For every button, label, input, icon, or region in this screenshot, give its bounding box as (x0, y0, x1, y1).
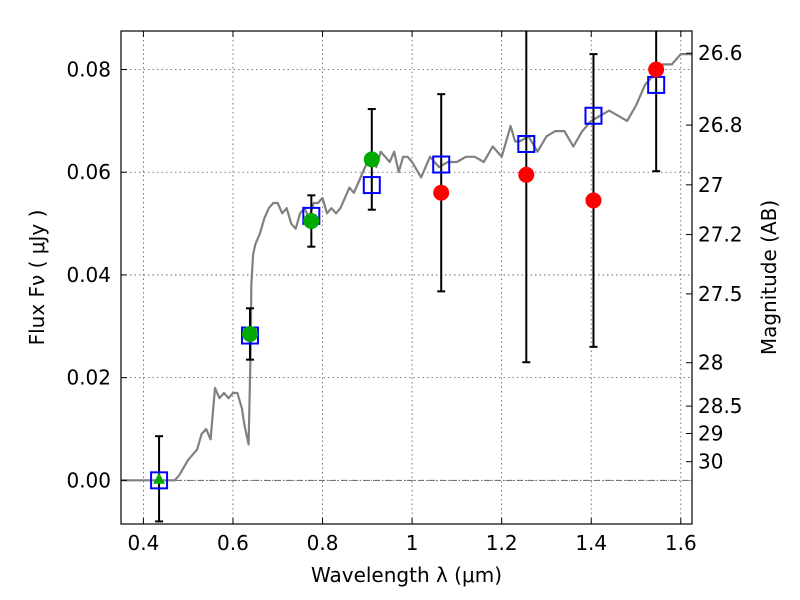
model-band-points (150, 75, 666, 490)
model-band-square-4 (432, 155, 451, 174)
nondetection-point-2 (585, 192, 602, 209)
nondetection-point-1 (518, 166, 535, 183)
x-axis-label: Wavelength λ (μm) (311, 563, 502, 587)
model-spectrum-line (121, 53, 692, 482)
x-tick-label-4: 1.2 (486, 531, 518, 555)
mag-tick-label-2: 27 (698, 173, 723, 197)
mag-tick-label-8: 30 (698, 450, 723, 474)
nondetection-point-0 (433, 184, 450, 201)
error-bars (155, 31, 661, 523)
mag-tick-label-7: 29 (698, 422, 723, 446)
photometry-points (153, 61, 665, 484)
mag-tick-label-6: 28.5 (698, 394, 743, 418)
model-band-square-0 (150, 471, 169, 490)
y2-axis-label: Magnitude (AB) (757, 200, 781, 355)
model-band-square-5 (517, 134, 536, 153)
y-tick-label-0: 0.00 (66, 468, 111, 492)
y-axis-label: Flux Fν ( μJy ) (25, 210, 49, 346)
y-tick-label-2: 0.04 (66, 263, 111, 287)
mag-tick-label-0: 26.6 (698, 41, 743, 65)
mag-tick-label-1: 26.8 (698, 113, 743, 137)
x-tick-label-1: 0.6 (217, 531, 249, 555)
x-tick-label-6: 1.6 (665, 531, 697, 555)
x-tick-label-5: 1.4 (575, 531, 607, 555)
mag-tick-label-5: 28 (698, 351, 723, 375)
detection-point-0 (241, 325, 258, 342)
axis-ticks (121, 31, 692, 524)
y-tick-label-4: 0.08 (66, 58, 111, 82)
mag-tick-label-4: 27.5 (698, 282, 743, 306)
detection-triangle-0 (153, 472, 166, 484)
mag-tick-label-3: 27.2 (698, 223, 743, 247)
y-tick-label-3: 0.06 (66, 160, 111, 184)
y-tick-label-1: 0.02 (66, 366, 111, 390)
grid-lines (121, 31, 692, 524)
plot-frame (120, 30, 693, 525)
detection-point-1 (303, 213, 320, 230)
x-tick-label-0: 0.4 (127, 531, 159, 555)
detection-point-2 (363, 151, 380, 168)
model-band-square-6 (584, 106, 603, 125)
tick-labels: 0.4 0.6 0.8 1 1.2 1.4 1.6 0.00 0.02 0.04 0.06 0.08 2… (66, 41, 742, 555)
x-tick-label-2: 0.8 (307, 531, 339, 555)
x-tick-label-3: 1 (406, 531, 419, 555)
nondetection-point-3 (648, 61, 665, 78)
model-band-square-3 (362, 176, 381, 195)
